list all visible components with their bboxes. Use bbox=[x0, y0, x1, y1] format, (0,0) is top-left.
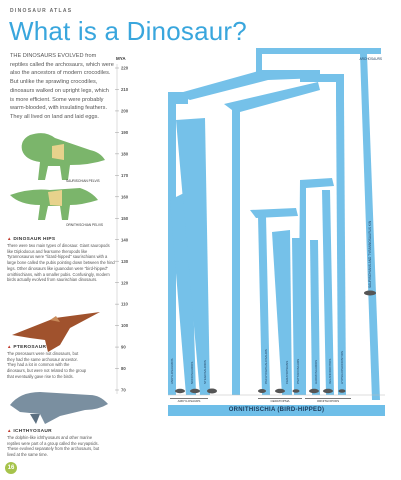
hadro-silhouette bbox=[309, 388, 319, 394]
timeline-tick-label: 190 bbox=[121, 130, 129, 135]
hadro-branch bbox=[310, 240, 320, 395]
cerat-branch bbox=[272, 230, 292, 395]
stegosaur-branch bbox=[176, 118, 210, 395]
dino-silhouettes bbox=[175, 290, 376, 394]
clade-label: CERATOPSIANS bbox=[285, 361, 289, 384]
saurischian-branch bbox=[360, 54, 380, 400]
pterosaur-illustration bbox=[12, 312, 100, 352]
ichthyosaur-illustration bbox=[10, 392, 108, 424]
iguano-branch bbox=[322, 190, 334, 395]
ichthyosaur-heading: ▲ ICHTHYOSAUR bbox=[7, 428, 52, 434]
clade-label: HADROSAURIDS bbox=[314, 360, 318, 384]
thyreophora-branch bbox=[168, 104, 176, 395]
timeline-tick-label: 80 bbox=[121, 366, 126, 371]
timeline-tick-label: 90 bbox=[121, 345, 126, 350]
timeline-tick-label: 200 bbox=[121, 109, 129, 114]
ornithopod-branch bbox=[298, 178, 334, 395]
timeline-tick-label: 100 bbox=[121, 323, 129, 328]
ornithischia-bar: ORNITHISCHIA (BIRD-HIPPED) bbox=[168, 405, 385, 416]
timeline-tick-label: 160 bbox=[121, 194, 129, 199]
ornithischian-caption: ORNITHISCHIAN PELVIS bbox=[66, 223, 103, 227]
triangle-icon: ▲ bbox=[7, 428, 12, 433]
timeline: MYA 220 210 200 190 180 170 160 150 140 130 120 110… bbox=[115, 56, 129, 394]
pterosaur-text: The pterosaurs were not dinosaurs, but t… bbox=[7, 351, 87, 379]
clade-label: STEGOSAURIDS bbox=[203, 360, 207, 384]
timeline-tick-label: 140 bbox=[121, 237, 129, 242]
timeline-tick-label: 150 bbox=[121, 216, 129, 221]
timeline-tick-label: 110 bbox=[121, 302, 129, 307]
pachy-silhouette bbox=[258, 389, 266, 393]
cladogram bbox=[168, 48, 381, 400]
timeline-tick-label: 180 bbox=[121, 151, 129, 156]
pterosaur-heading: ▲ PTEROSAUR bbox=[7, 344, 46, 350]
clade-labels: ANKYLOSAURIDS NODOSAURIDS STEGOSAURIDS PACH… bbox=[170, 349, 344, 384]
iguano-silhouette bbox=[323, 388, 333, 394]
hypsi-branch bbox=[336, 100, 346, 395]
archosaurs-label: ARCHOSAURS bbox=[360, 57, 383, 61]
timeline-tick-label: 220 bbox=[121, 66, 129, 71]
ornithischian-funnel bbox=[176, 70, 320, 100]
ichthyosaur-text: The dolphin-like ichthyosaurs and other … bbox=[7, 435, 100, 458]
group-label-ceratopsia: CERATOPSIA bbox=[258, 398, 302, 404]
saurischian-illustration bbox=[21, 133, 106, 180]
tyranno-silhouette bbox=[364, 290, 376, 296]
timeline-tick-label: 70 bbox=[121, 388, 126, 393]
ornithischian-illustration bbox=[10, 188, 98, 220]
group-label-ornithopods: ORNITHOPODS bbox=[305, 398, 351, 404]
intro-text: THE DINOSAURS EVOLVED from reptiles call… bbox=[10, 53, 114, 120]
clade-label: NODOSAURIDS bbox=[190, 362, 194, 384]
clade-label: PSITTACOSAURS bbox=[296, 359, 300, 384]
timeline-tick-label: 130 bbox=[121, 259, 129, 264]
saurischian-caption: SAURISCHIAN PELVIS bbox=[66, 179, 100, 183]
hips-text: There were two main types of dinosaur. G… bbox=[7, 243, 115, 283]
pachy-branch bbox=[258, 216, 270, 395]
pterosaur-heading-text: PTEROSAUR bbox=[13, 345, 47, 350]
psitta-silhouette bbox=[292, 389, 300, 393]
timeline-tick-label: 210 bbox=[121, 87, 129, 92]
ceratops-silhouette bbox=[275, 388, 285, 394]
saurischians-label: SAURISCHIANS AND TYRANNOSAURUS KIN bbox=[368, 220, 372, 288]
stegosaur-silhouette bbox=[207, 388, 217, 394]
timeline-tick-label: 120 bbox=[121, 280, 129, 285]
clade-label: ANKYLOSAURIDS bbox=[170, 358, 174, 384]
ornithischia-arm bbox=[300, 74, 344, 100]
clade-label: PACHYCEPHALOSAURS bbox=[264, 349, 268, 384]
book-kicker: DINOSAUR ATLAS bbox=[10, 8, 73, 14]
cerapoda-branch bbox=[224, 82, 320, 395]
split-branch bbox=[168, 92, 188, 104]
triangle-icon: ▲ bbox=[7, 344, 12, 349]
triangle-icon: ▲ bbox=[7, 236, 12, 241]
page-number: 16 bbox=[5, 462, 17, 474]
timeline-tick-label: 170 bbox=[121, 173, 129, 178]
hips-heading-text: DINOSAUR HIPS bbox=[13, 237, 56, 242]
clade-label: HYPSILOPHODONTIDS bbox=[340, 351, 344, 384]
page-title: What is a Dinosaur? bbox=[9, 16, 247, 46]
timeline-unit: MYA bbox=[116, 56, 126, 61]
hypsi-silhouette bbox=[338, 389, 346, 393]
timeline-ticks: 220 210 200 190 180 170 160 150 140 130 120 110 100 9… bbox=[115, 66, 129, 393]
clade-label: IGUANODONTIDS bbox=[328, 359, 332, 384]
ichthyosaur-heading-text: ICHTHYOSAUR bbox=[13, 429, 52, 434]
hips-heading: ▲ DINOSAUR HIPS bbox=[7, 236, 55, 242]
nodosaur-silhouette bbox=[190, 388, 200, 394]
archosaur-branch bbox=[256, 48, 381, 72]
group-label-amkylosaurs: AMKYLOSAURS bbox=[170, 398, 208, 404]
ankylosaur-silhouette bbox=[175, 388, 185, 394]
marginocephalia-branch bbox=[250, 208, 298, 218]
